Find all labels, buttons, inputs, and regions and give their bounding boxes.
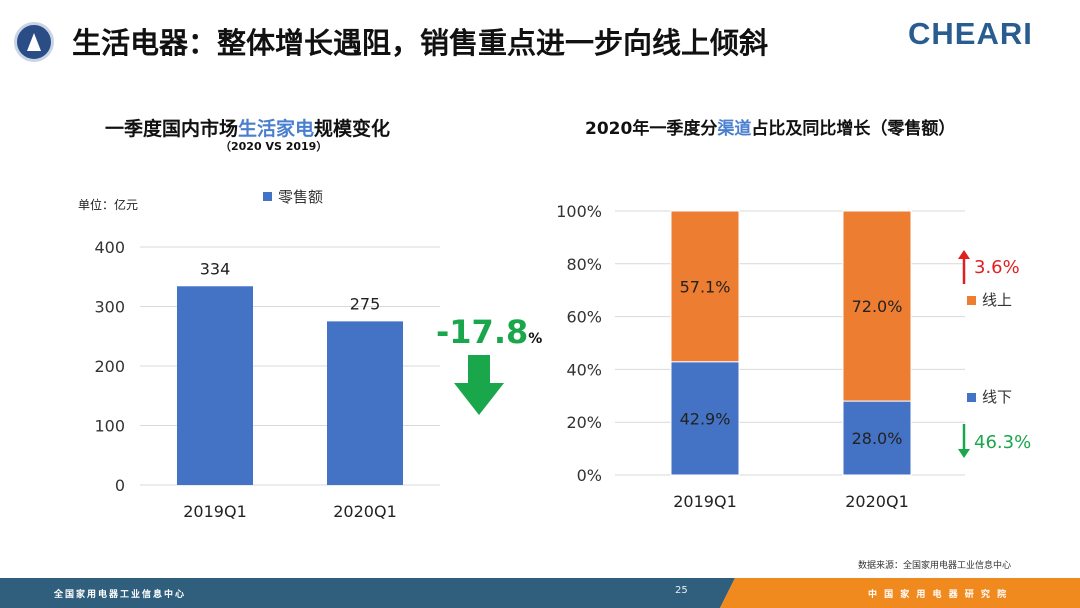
data-label: 42.9% — [680, 409, 731, 428]
offline-growth: 46.3% — [974, 432, 1032, 453]
x-tick-label: 2020Q1 — [845, 492, 909, 511]
y-tick-label: 100% — [556, 202, 602, 221]
data-label: 334 — [200, 259, 231, 278]
data-label: 275 — [350, 294, 381, 313]
y-tick-label: 0% — [577, 466, 602, 485]
down-arrow-icon — [454, 355, 504, 415]
up-arrow-icon — [958, 250, 970, 284]
right-stacked-chart: 0% 20% 40% 60% 80% 100% 42.9% 57.1% 2019Q1 28.0% 7… — [556, 202, 965, 511]
x-tick-label: 2020Q1 — [333, 502, 397, 521]
change-unit: % — [528, 331, 543, 347]
bar — [177, 286, 253, 485]
legend-label-online: 线上 — [982, 291, 1013, 309]
right-title-highlight: 渠道 — [717, 119, 752, 139]
bar-online — [842, 210, 912, 402]
page-title: 生活电器：整体增长遇阻，销售重点进一步向线上倾斜 — [72, 26, 769, 60]
left-title-prefix: 一季度国内市场 — [105, 118, 239, 140]
data-label: 57.1% — [680, 277, 731, 296]
unit-label: 单位：亿元 — [78, 198, 139, 212]
left-chart-subtitle: （2020 VS 2019） — [220, 140, 328, 153]
data-source: 数据来源：全国家用电器工业信息中心 — [858, 561, 1012, 571]
left-chart-title: 一季度国内市场生活家电规模变化 — [105, 114, 390, 141]
y-tick-label: 80% — [566, 255, 602, 274]
y-tick-label: 200 — [94, 357, 125, 376]
left-title-highlight: 生活家电 — [238, 118, 315, 140]
footer-left-text: 全国家用电器工业信息中心 — [54, 590, 187, 600]
y-tick-label: 400 — [94, 238, 125, 257]
y-tick-label: 60% — [566, 308, 602, 327]
footer-bar-left — [0, 578, 720, 608]
change-value: -17.8 — [436, 313, 529, 351]
change-indicator: -17.8% — [436, 313, 542, 351]
bar — [327, 321, 403, 485]
data-label: 72.0% — [852, 297, 903, 316]
right-chart-title: 2020年一季度分渠道占比及同比增长（零售额） — [585, 114, 955, 139]
y-tick-label: 0 — [115, 476, 125, 495]
left-title-suffix: 规模变化 — [314, 118, 391, 140]
logo-emblem — [14, 22, 54, 62]
x-tick-label: 2019Q1 — [673, 492, 737, 511]
bar-online — [670, 210, 740, 363]
legend-label-retail: 零售额 — [278, 188, 324, 206]
brand-logo: CHEARI — [908, 16, 1033, 51]
page-number: 25 — [675, 585, 688, 596]
legend-label-offline: 线下 — [982, 388, 1013, 406]
footer-bar-right — [735, 578, 1080, 608]
y-tick-label: 40% — [566, 360, 602, 379]
down-small-arrow-icon — [958, 424, 970, 458]
data-label: 28.0% — [852, 429, 903, 448]
legend-swatch-retail — [263, 192, 272, 201]
x-tick-label: 2019Q1 — [183, 502, 247, 521]
legend-swatch-offline — [967, 393, 976, 402]
y-tick-label: 100 — [94, 417, 125, 436]
right-title-prefix: 2020年一季度分 — [585, 119, 718, 139]
online-growth: 3.6% — [974, 257, 1020, 278]
legend-swatch-online — [967, 296, 976, 305]
left-bar-chart: 0 100 200 300 400 334 2019Q1 275 2020Q1 — [94, 238, 440, 521]
right-title-suffix: 占比及同比增长（零售额） — [751, 119, 956, 139]
bar-offline — [670, 361, 740, 476]
footer-right-text: 中 国 家 用 电 器 研 究 院 — [868, 590, 1009, 600]
y-tick-label: 20% — [566, 413, 602, 432]
y-tick-label: 300 — [94, 298, 125, 317]
